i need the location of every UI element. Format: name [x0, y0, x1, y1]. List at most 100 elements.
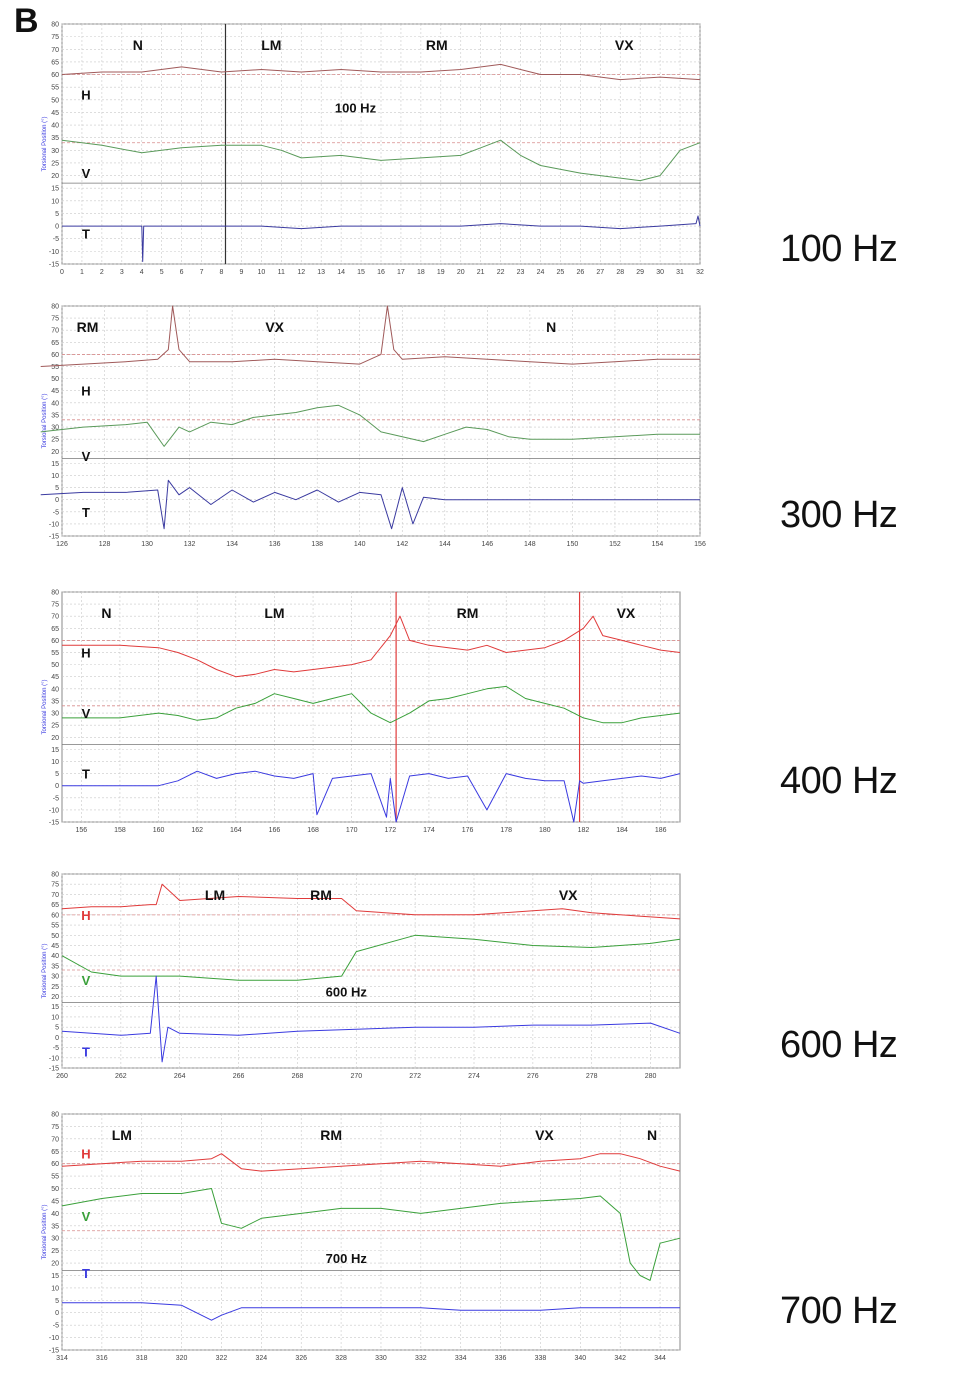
y-tick-label: 50 — [51, 1186, 59, 1193]
y-tick-label: 5 — [55, 1025, 59, 1032]
frequency-label-600hz: 600 Hz — [780, 1024, 898, 1066]
trace-label: V — [82, 973, 91, 988]
x-tick-label: 266 — [233, 1073, 245, 1080]
position-label: N — [101, 605, 111, 621]
position-label: VX — [617, 605, 636, 621]
y-tick-label: 0 — [55, 1035, 59, 1042]
x-tick-label: 130 — [141, 541, 153, 548]
x-tick-label: 1 — [80, 269, 84, 276]
y-tick-label: 35 — [51, 963, 59, 970]
y-tick-label: 70 — [51, 614, 59, 621]
y-tick-label: 5 — [55, 211, 59, 218]
series-line-T — [61, 975, 681, 1063]
trace-label: V — [82, 1209, 91, 1224]
position-label: VX — [265, 319, 284, 335]
x-tick-label: 26 — [576, 269, 584, 276]
x-tick-label: 150 — [567, 541, 579, 548]
x-tick-label: 260 — [56, 1073, 68, 1080]
x-tick-label: 274 — [468, 1073, 480, 1080]
trace-label: T — [82, 767, 90, 782]
trace-label: V — [82, 706, 91, 721]
y-tick-label: 0 — [55, 783, 59, 790]
x-tick-label: 10 — [257, 269, 265, 276]
x-tick-label: 7 — [200, 269, 204, 276]
x-tick-label: 174 — [423, 827, 435, 834]
x-tick-label: 270 — [350, 1073, 362, 1080]
y-tick-label: 75 — [51, 34, 59, 41]
inner-frequency-label: 700 Hz — [326, 1251, 368, 1266]
x-tick-label: 17 — [397, 269, 405, 276]
trace-label: H — [81, 384, 90, 399]
x-tick-label: 15 — [357, 269, 365, 276]
y-tick-label: -15 — [49, 1348, 59, 1355]
chart-svg-700hz: 80757065605550454035302520151050-5-10-15… — [42, 1112, 681, 1362]
position-label: LM — [261, 37, 281, 53]
y-tick-label: 35 — [51, 135, 59, 142]
series-line-V — [61, 139, 701, 182]
y-tick-label: 65 — [51, 1149, 59, 1156]
y-tick-label: 80 — [51, 22, 59, 29]
x-tick-label: 8 — [220, 269, 224, 276]
x-tick-label: 128 — [99, 541, 111, 548]
figure-label: B — [14, 2, 39, 40]
x-tick-label: 172 — [384, 827, 396, 834]
chart-panel-300hz: 80 75 70 65 60 55 50 45 40 35 30 25 20 15 10 5 0 -5 -10 -15… — [36, 298, 706, 554]
x-tick-label: 6 — [180, 269, 184, 276]
chart-panel-700hz: 80 75 70 65 60 55 50 45 40 35 30 25 20 15 10 5 0 -5 -10 -15… — [36, 1106, 686, 1368]
y-tick-label: 65 — [51, 902, 59, 909]
series-line-H — [61, 63, 701, 81]
x-tick-label: 320 — [176, 1355, 188, 1362]
trace-label: H — [81, 88, 90, 103]
x-tick-label: 18 — [417, 269, 425, 276]
y-tick-label: 80 — [51, 590, 59, 597]
y-tick-label: 40 — [51, 953, 59, 960]
y-tick-label: 60 — [51, 72, 59, 79]
y-tick-label: 25 — [51, 984, 59, 991]
x-tick-label: 154 — [652, 541, 664, 548]
x-tick-label: 9 — [239, 269, 243, 276]
y-tick-label: 50 — [51, 376, 59, 383]
x-tick-label: 338 — [535, 1355, 547, 1362]
x-tick-label: 156 — [75, 827, 87, 834]
x-tick-label: 134 — [226, 541, 238, 548]
x-tick-label: 278 — [586, 1073, 598, 1080]
y-axis-label: Torsional Position (°) — [42, 116, 48, 171]
inner-frequency-label: 100 Hz — [335, 100, 377, 115]
y-tick-label: 45 — [51, 1198, 59, 1205]
y-tick-label: 40 — [51, 686, 59, 693]
x-tick-label: 184 — [616, 827, 628, 834]
x-tick-label: 152 — [609, 541, 621, 548]
x-tick-label: 19 — [437, 269, 445, 276]
x-tick-label: 160 — [153, 827, 165, 834]
x-tick-label: 180 — [539, 827, 551, 834]
x-tick-label: 31 — [676, 269, 684, 276]
y-tick-label: 10 — [51, 759, 59, 766]
y-tick-label: 30 — [51, 974, 59, 981]
x-tick-label: 14 — [337, 269, 345, 276]
x-tick-label: 0 — [60, 269, 64, 276]
chart-svg-300hz: 80757065605550454035302520151050-5-10-15… — [40, 304, 706, 548]
x-tick-label: 268 — [292, 1073, 304, 1080]
x-tick-label: 29 — [636, 269, 644, 276]
y-tick-label: 25 — [51, 1248, 59, 1255]
x-tick-label: 276 — [527, 1073, 539, 1080]
series-line-V — [40, 404, 700, 447]
trace-label: H — [81, 646, 90, 661]
series-line-H — [40, 305, 700, 367]
y-tick-label: 15 — [51, 1004, 59, 1011]
trace-label: V — [82, 449, 91, 464]
position-label: VX — [535, 1127, 554, 1143]
y-tick-label: 0 — [55, 497, 59, 504]
y-tick-label: -5 — [53, 236, 59, 243]
position-label: N — [546, 319, 556, 335]
series-line-T — [62, 215, 701, 262]
x-tick-label: 342 — [614, 1355, 626, 1362]
y-tick-label: 20 — [51, 735, 59, 742]
frequency-label-300hz: 300 Hz — [780, 494, 898, 536]
trace-label: T — [82, 227, 90, 242]
position-label: RM — [77, 319, 99, 335]
y-tick-label: 20 — [51, 1261, 59, 1268]
x-tick-label: 330 — [375, 1355, 387, 1362]
y-tick-label: 35 — [51, 412, 59, 419]
x-tick-label: 12 — [297, 269, 305, 276]
